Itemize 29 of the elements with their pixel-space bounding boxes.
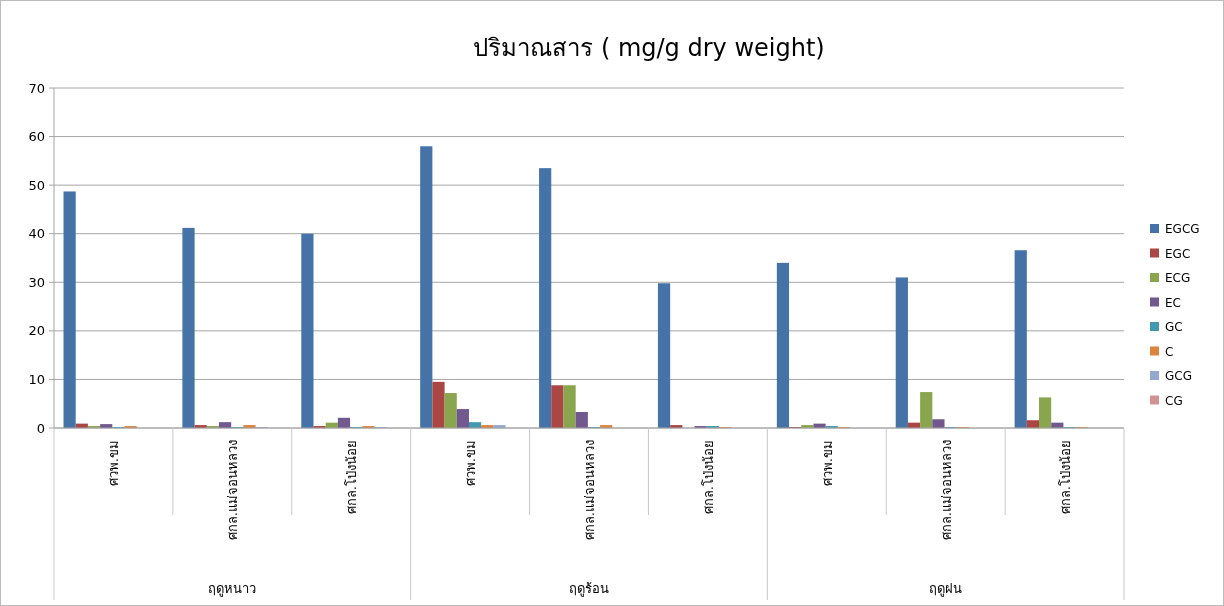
- x-tick-label: ศกล.แม่จอนหลวง: [582, 440, 597, 541]
- legend-label: GC: [1165, 320, 1183, 335]
- x-tick-label: ศกล.โป่งน้อย: [700, 440, 716, 515]
- y-tick-label: 30: [28, 274, 45, 290]
- legend-label: CG: [1165, 393, 1183, 408]
- x-tick-label: ศกล.โป่งน้อย: [1057, 440, 1073, 515]
- y-tick-label: 10: [28, 371, 45, 387]
- text: ฤดูหนาว: [208, 581, 257, 597]
- legend-label: EGCG: [1165, 222, 1200, 237]
- text: ฤดูฝน: [929, 581, 963, 597]
- legend-label: ECG: [1165, 271, 1191, 286]
- legend-label: C: [1165, 344, 1174, 359]
- y-tick-label: 20: [28, 323, 45, 339]
- x-tick-label: ศกล.โป่งน้อย: [344, 440, 360, 515]
- y-tick-label: 40: [28, 226, 45, 242]
- y-tick-label: 50: [28, 177, 45, 193]
- x-tick-label: ศวพ.ขม: [819, 440, 835, 487]
- text: ฤดูร้อน: [569, 581, 609, 597]
- x-tick-label: ศกล.แม่จอนหลวง: [938, 440, 954, 541]
- x-tick-label: ศวพ.ขม: [463, 440, 479, 487]
- y-tick-label: 0: [36, 420, 45, 436]
- legend-label: GCG: [1165, 369, 1192, 384]
- y-tick-label: 60: [28, 129, 45, 145]
- chart-title: ปริมาณสาร ( mg/g dry weight): [473, 34, 825, 62]
- y-tick-label: 70: [28, 80, 45, 96]
- legend-label: EGC: [1165, 246, 1191, 261]
- x-tick-label: ศวพ.ขม: [106, 440, 122, 487]
- x-tick-label: ศกล.แม่จอนหลวง: [225, 440, 241, 541]
- legend-label: EC: [1165, 295, 1181, 310]
